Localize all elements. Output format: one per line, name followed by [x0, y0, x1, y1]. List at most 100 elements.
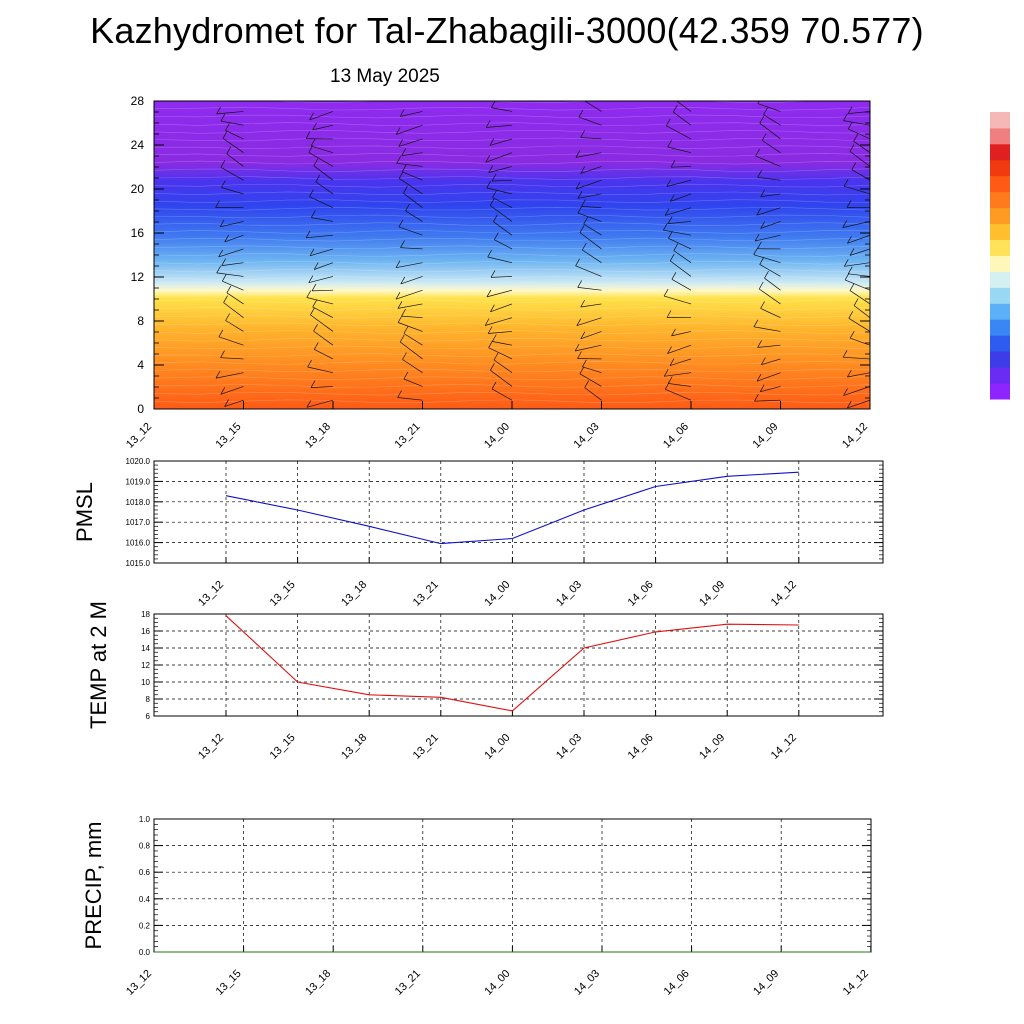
contour-line: [154, 291, 870, 296]
contour-line: [154, 330, 870, 334]
wind-barb: [314, 262, 334, 270]
wind-barb-flag: [137, 259, 141, 266]
wind-barb-flag: [222, 131, 228, 139]
wind-barb-flag: [134, 373, 138, 380]
wind-barb-flag: [577, 205, 583, 214]
wind-barb: [309, 196, 334, 209]
wind-barb: [402, 171, 423, 181]
wind-barb-flag: [491, 334, 497, 342]
wind-barb: [755, 155, 781, 167]
wind-barb-flag: [578, 90, 582, 97]
wind-barb-flag: [315, 174, 321, 183]
contour-line: [154, 299, 870, 304]
wind-barb: [311, 289, 334, 292]
contour-line: [154, 145, 870, 150]
contour-line: [154, 345, 870, 350]
wind-barb: [395, 289, 423, 300]
wind-barb-flag: [126, 170, 130, 177]
wind-barb-flag: [581, 242, 587, 251]
wind-barb-flag: [663, 223, 668, 231]
profile-ytick-label: 24: [131, 138, 145, 152]
wind-barb-flag: [668, 231, 673, 239]
profile-xtick-label: 13_12: [124, 421, 154, 451]
wind-barb-flag: [399, 334, 405, 343]
wind-barb: [154, 331, 155, 332]
wind-barb: [668, 221, 692, 224]
wind-barb-flag: [313, 262, 319, 270]
contour-line: [154, 160, 870, 165]
wind-barb: [577, 212, 602, 222]
wind-barb-flag: [664, 208, 670, 216]
wind-barb-flag: [126, 341, 130, 348]
precip-xtick-label: 14_09: [751, 968, 781, 998]
wind-barb-flag: [131, 321, 135, 328]
wind-barb-flag: [760, 221, 766, 229]
profile-ytick-label: 20: [131, 182, 145, 196]
wind-barb-flag: [667, 216, 673, 224]
wind-barb-flag: [309, 189, 314, 197]
wind-barb: [226, 153, 244, 167]
wind-barb: [760, 308, 781, 319]
profile-ytick-label: 28: [131, 94, 145, 108]
colorbar-segment: [990, 367, 1010, 384]
wind-barb-flag: [842, 220, 848, 228]
wind-barb: [577, 193, 602, 199]
contour-line: [154, 199, 870, 203]
wind-barb-flag: [399, 109, 405, 117]
wind-barb: [220, 120, 244, 126]
wind-barb: [403, 192, 423, 208]
wind-barb-flag: [667, 376, 673, 384]
wind-barb-flag: [672, 105, 678, 113]
pmsl-xtick-label: 14_09: [697, 579, 727, 609]
wind-barb-flag: [401, 164, 407, 172]
wind-barb-flag: [216, 265, 222, 274]
wind-barb-flag: [485, 120, 491, 128]
wind-barb-flag: [220, 350, 225, 358]
wind-barb-flag: [400, 276, 406, 285]
wind-barb: [491, 179, 513, 182]
wind-barb: [486, 187, 513, 195]
wind-barb: [226, 292, 244, 305]
wind-barb: [848, 128, 870, 140]
wind-barb: [218, 248, 244, 258]
contour-line: [154, 222, 870, 226]
wind-barb: [490, 276, 513, 278]
wind-barb: [309, 248, 334, 257]
precip-ytick-label: 1.0: [139, 815, 151, 824]
profile-xtick-label: 14_09: [751, 421, 781, 451]
wind-barb-flag: [218, 329, 224, 337]
colorbar-segment: [990, 319, 1010, 336]
wind-barb-flag: [130, 300, 134, 307]
pmsl-ytick-label: 1018.0: [126, 498, 151, 507]
pmsl-xtick-label: 14_00: [482, 579, 512, 609]
wind-barb-flag: [763, 107, 768, 115]
wind-barb: [401, 152, 423, 156]
profile-field: [126, 90, 870, 409]
wind-barb-flag: [396, 156, 402, 164]
wind-barb-flag: [218, 249, 224, 258]
wind-barb-flag: [754, 393, 759, 402]
wind-barb-flag: [574, 343, 580, 352]
wind-barb: [664, 295, 692, 305]
temp-2m-ytick-label: 16: [141, 627, 150, 636]
wind-barb: [397, 322, 423, 332]
wind-barb-flag: [403, 186, 408, 194]
wind-barb-flag: [842, 350, 848, 358]
temp-2m-ytick-label: 14: [141, 644, 150, 653]
wind-barb: [671, 278, 692, 291]
wind-barb-flag: [584, 380, 590, 388]
contour-line: [154, 191, 870, 196]
wind-barb-flag: [489, 138, 495, 146]
wind-barb-flag: [579, 366, 585, 374]
wind-barb: [844, 262, 870, 267]
colorbar-segment: [990, 143, 1010, 161]
wind-barb: [760, 386, 781, 393]
profile-xtick-label: 13_15: [214, 421, 244, 451]
wind-barb: [490, 370, 513, 387]
wind-barb: [755, 234, 781, 242]
wind-barb: [399, 341, 423, 360]
wind-barb-flag: [580, 331, 586, 339]
precip-xtick-label: 13_21: [393, 968, 423, 998]
wind-barb: [847, 399, 870, 409]
wind-barb-flag: [489, 198, 495, 206]
